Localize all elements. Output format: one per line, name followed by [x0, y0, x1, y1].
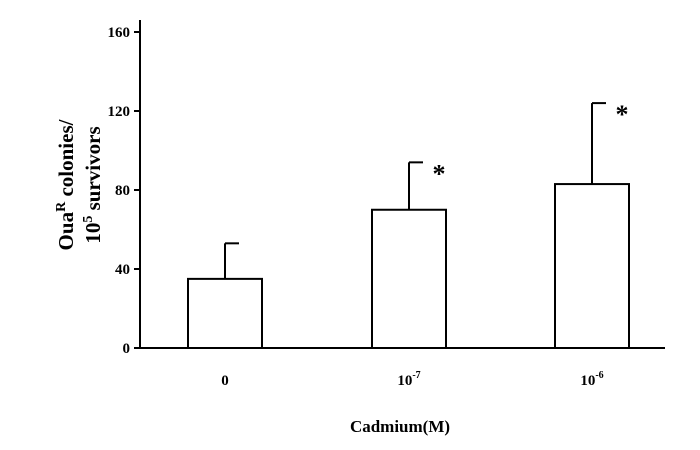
y-axis-title-line2: 105 survivors	[81, 126, 105, 243]
plot-area: 0 40 80 120 160 0 * 10-7 * 10-6	[108, 20, 665, 389]
category-label-1: 10-7	[397, 370, 420, 389]
y-tick-label-4: 160	[108, 25, 131, 41]
y-tick-label-2: 80	[115, 183, 130, 199]
y-tick-label-1: 40	[115, 262, 130, 278]
bar-0	[187, 277, 263, 349]
y-tick-label-0: 0	[123, 341, 131, 357]
category-label-0: 0	[221, 373, 229, 389]
bar-1	[371, 208, 447, 349]
x-axis-title: Cadmium(M)	[350, 417, 450, 436]
category-label-2: 10-6	[580, 370, 603, 389]
y-axis-title-line1: OuaR colonies/	[54, 118, 78, 250]
y-tick-label-3: 120	[108, 104, 131, 120]
significance-marker-1: *	[433, 159, 446, 188]
bar-2	[554, 183, 630, 349]
significance-marker-2: *	[616, 100, 629, 129]
